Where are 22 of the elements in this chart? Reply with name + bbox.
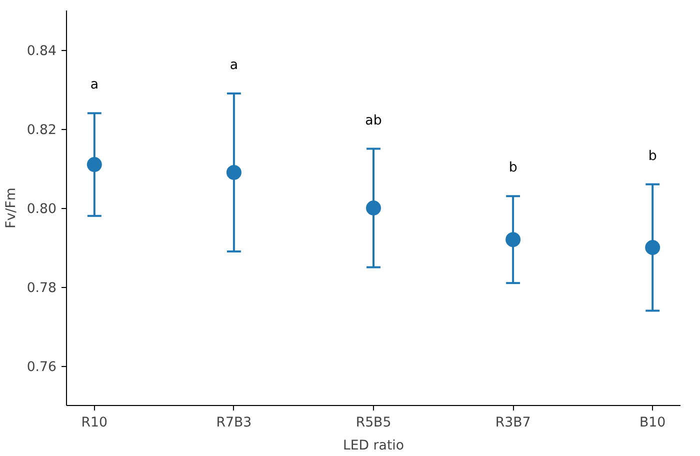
annotation: a: [90, 78, 98, 93]
annotation: a: [230, 58, 238, 73]
x-tick-label: R5B5: [356, 416, 392, 430]
point: [366, 200, 381, 216]
x-tick-label: R3B7: [495, 416, 531, 430]
annotation: b: [648, 148, 657, 164]
point: [645, 240, 660, 255]
y-tick-label: 0.84: [26, 44, 57, 59]
y-tick-label: 0.76: [26, 360, 57, 375]
y-tick-label: 0.80: [26, 202, 57, 217]
x-tick-label: R7B3: [216, 416, 252, 430]
point: [226, 164, 242, 180]
annotation: b: [508, 160, 518, 176]
point: [506, 232, 521, 248]
y-axis-title: Fv/Fm: [4, 188, 19, 228]
x-tick-label: R10: [81, 416, 108, 430]
x-tick-label: B10: [640, 416, 666, 430]
y-tick-label: 0.78: [26, 281, 57, 296]
x-axis-title: LED ratio: [342, 438, 404, 454]
y-tick-label: 0.82: [26, 123, 57, 138]
annotation: ab: [365, 113, 382, 128]
point: [86, 157, 102, 172]
